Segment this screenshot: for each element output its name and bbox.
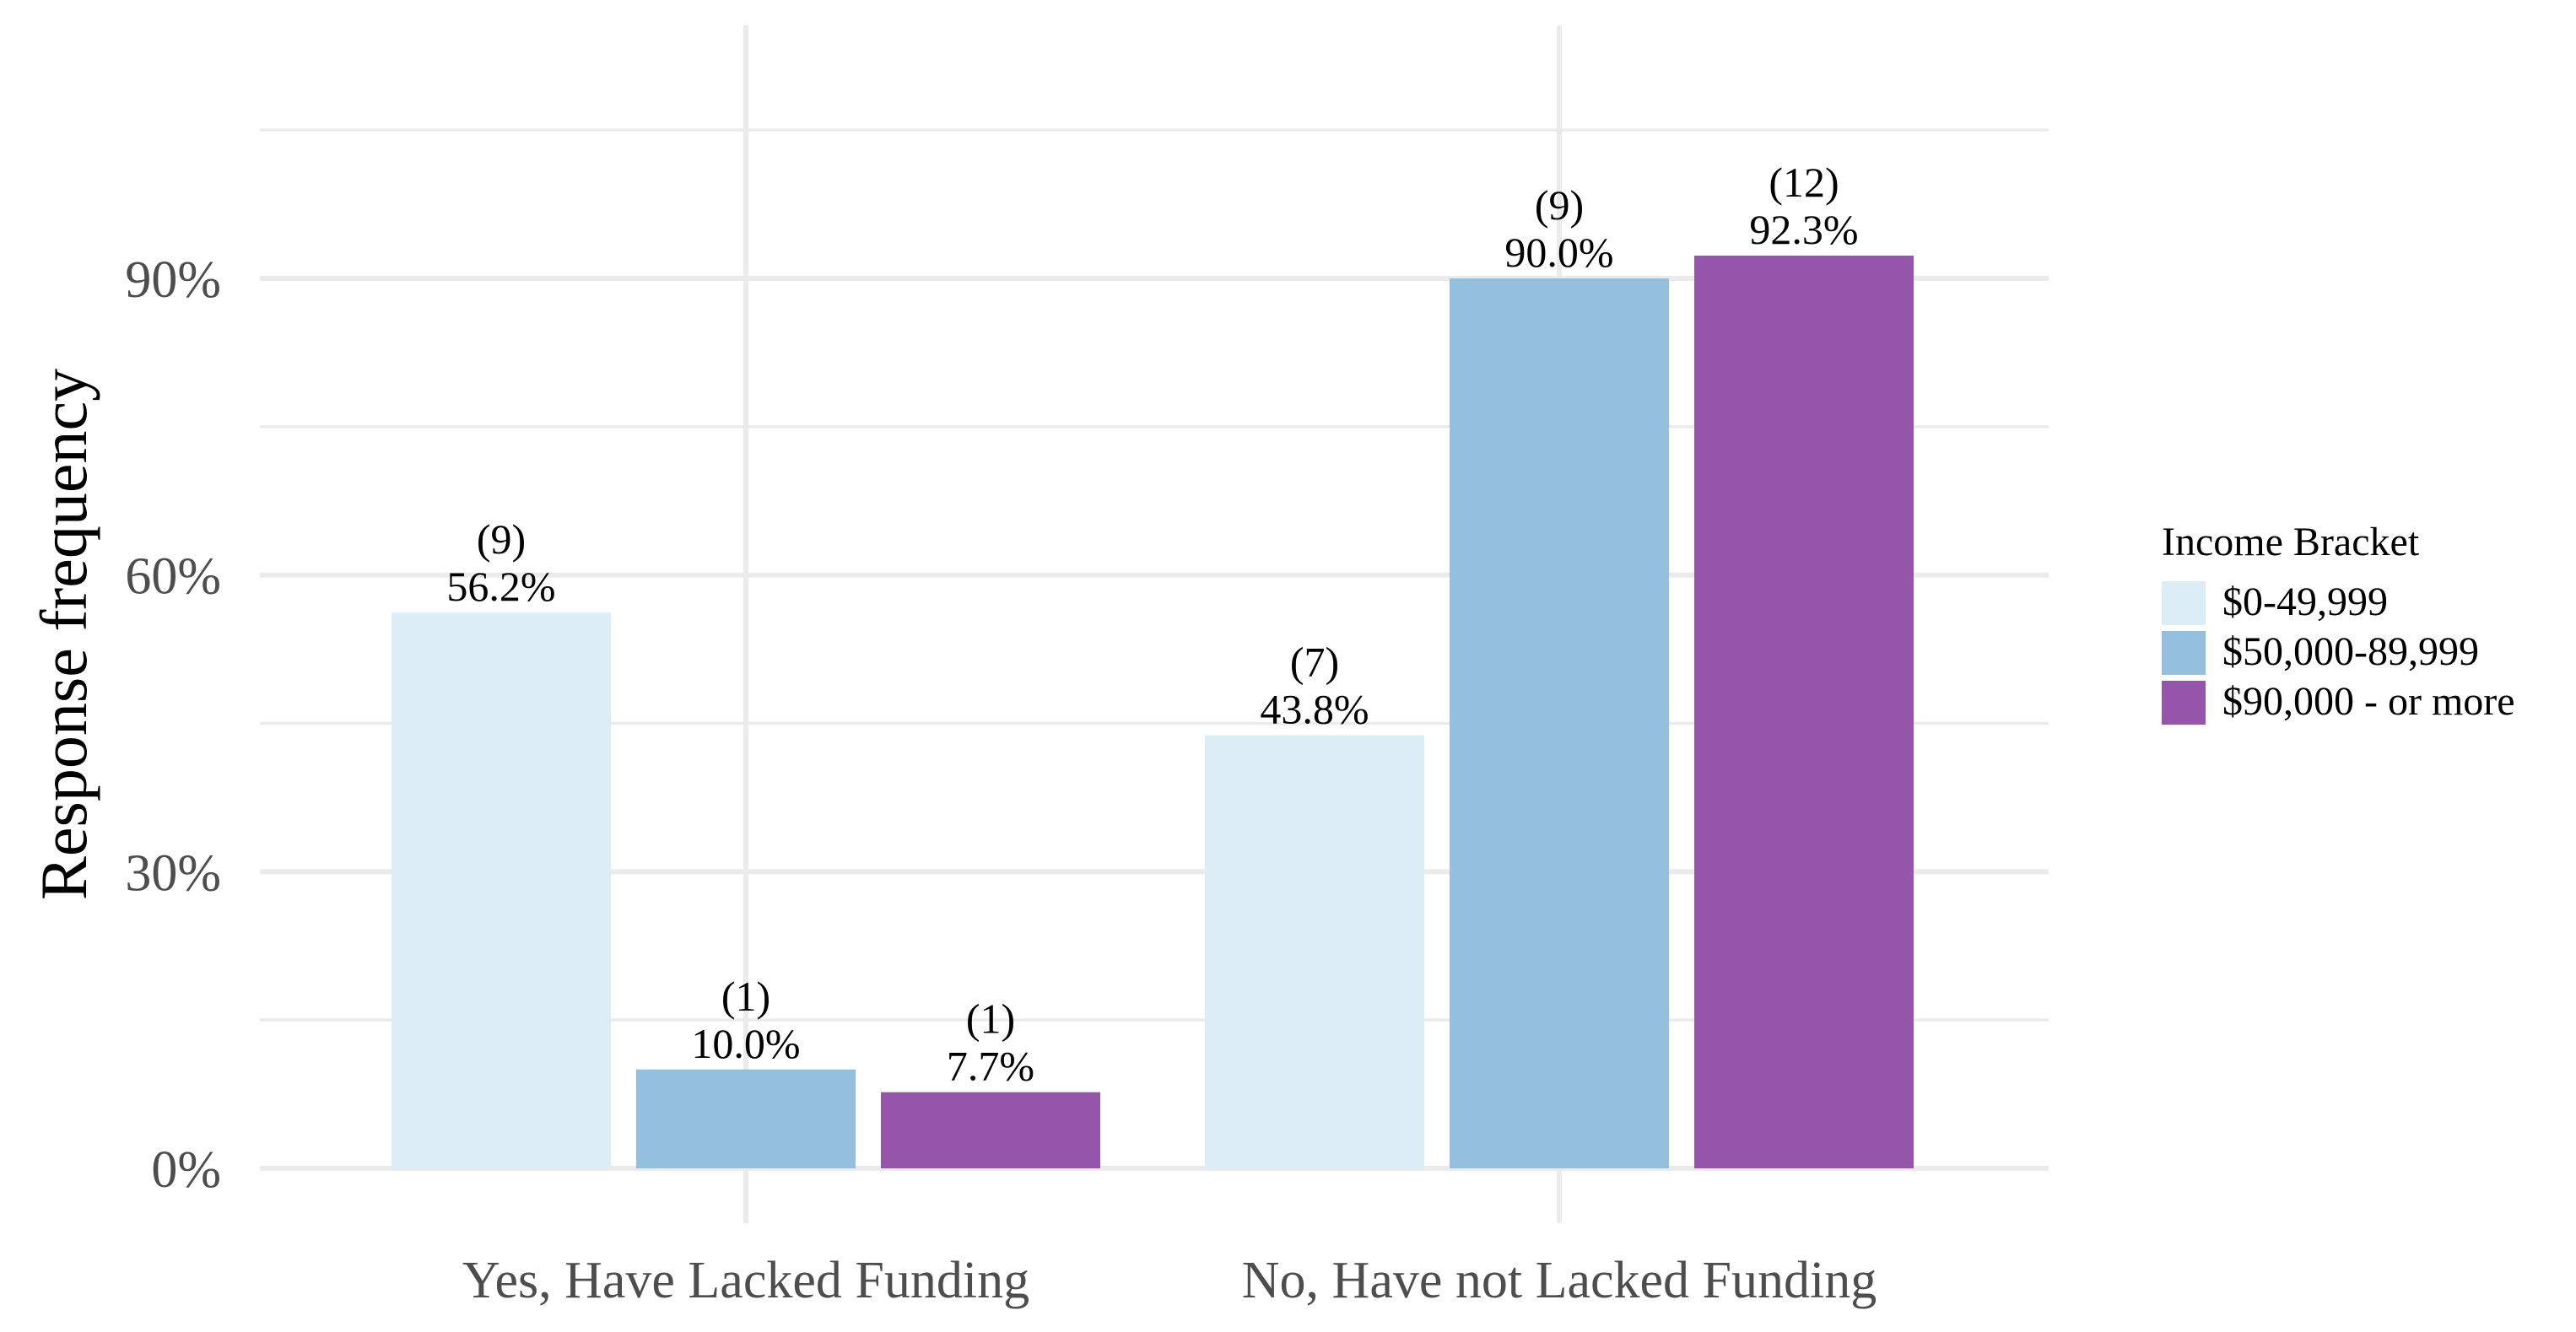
bars-layer [392, 256, 1914, 1169]
x-tick-label: No, Have not Lacked Funding [1242, 1252, 1877, 1309]
bar-value-label: 7.7% [947, 1043, 1034, 1090]
y-tick-label: 60% [125, 548, 221, 606]
y-tick-label: 0% [151, 1141, 221, 1199]
bar [1205, 735, 1424, 1168]
bar-value-label: 90.0% [1504, 229, 1613, 276]
legend-label: $50,000-89,999 [2222, 629, 2479, 674]
legend: Income Bracket $0-49,999 $50,000-89,999 $9… [2162, 520, 2515, 725]
bar-value-label: 56.2% [446, 563, 555, 610]
y-tick-label: 30% [125, 844, 221, 902]
bar [1450, 278, 1669, 1168]
legend-key [2162, 631, 2206, 675]
data-labels-layer: (9)56.2%(7)43.8%(1)10.0%(9)90.0%(1)7.7%(… [446, 159, 1858, 1090]
bar [392, 612, 611, 1168]
bar [881, 1092, 1100, 1168]
bar-value-label: 43.8% [1260, 686, 1369, 733]
axes-layer: 0% 30% 60% 90% Yes, Have Lacked Funding No, H… [125, 251, 1877, 1309]
bar-count-label: (9) [1535, 181, 1584, 229]
bar-count-label: (7) [1290, 639, 1339, 686]
legend-label: $0-49,999 [2222, 580, 2388, 624]
bar [636, 1069, 856, 1168]
bar-value-label: 10.0% [691, 1020, 800, 1067]
bar-count-label: (12) [1769, 159, 1839, 206]
bar-value-label: 92.3% [1749, 206, 1858, 253]
bar-count-label: (1) [966, 995, 1015, 1043]
bar-count-label: (1) [721, 973, 770, 1020]
legend-key [2162, 681, 2206, 725]
legend-label: $90,000 - or more [2222, 679, 2515, 724]
bar [1694, 256, 1914, 1169]
legend-key [2162, 581, 2206, 625]
y-axis-title: Response frequency [27, 369, 100, 900]
bar-count-label: (9) [477, 515, 526, 563]
x-tick-label: Yes, Have Lacked Funding [462, 1252, 1029, 1309]
y-tick-label: 90% [125, 251, 221, 309]
legend-title: Income Bracket [2162, 520, 2420, 564]
